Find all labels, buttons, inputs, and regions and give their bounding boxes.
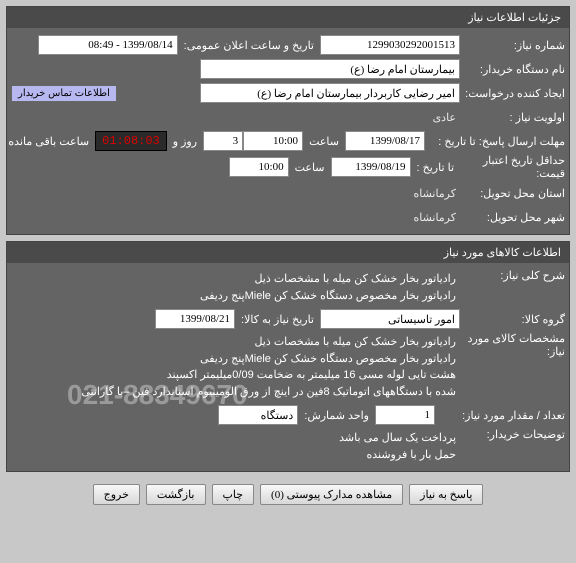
need-date-input[interactable] (155, 309, 235, 329)
city-label: شهر محل تحویل: (460, 211, 565, 224)
validity-time-input[interactable] (229, 157, 289, 177)
row-desc: شرح کلی نیاز: رادیاتور بخار خشک کن میله … (11, 269, 565, 306)
need-details-panel: جزئیات اطلاعات نیاز شماره نیاز: تاریخ و … (6, 6, 570, 235)
city-value: کرمانشاه (409, 209, 460, 226)
row-spec: مشخصات کالای مورد نیاز: رادیاتور بخار خش… (11, 332, 565, 402)
group-input[interactable] (320, 309, 460, 329)
row-deadline: مهلت ارسال پاسخ: تا تاریخ : ساعت روز و 0… (11, 130, 565, 152)
row-qty: تعداد / مقدار مورد نیاز: واحد شمارش: (11, 404, 565, 426)
exit-button[interactable]: خروج (93, 484, 140, 505)
attachments-button[interactable]: مشاهده مدارک پیوستی (0) (260, 484, 403, 505)
notes-label: توضیحات خریدار: (460, 428, 565, 441)
days-label: روز و (167, 135, 203, 148)
spec-line4: شده با دستگاههای اتوماتیک 8فین در اینچ ا… (81, 384, 456, 401)
need-number-label: شماره نیاز: (460, 39, 565, 52)
need-number-input[interactable] (320, 35, 460, 55)
countdown-timer: 01:08:03 (95, 131, 167, 151)
row-notes: توضیحات خریدار: پرداخت یک سال می باشد حم… (11, 428, 565, 465)
panel1-header: جزئیات اطلاعات نیاز (7, 7, 569, 28)
validity-sub: تا تاریخ : (411, 161, 460, 174)
deadline-label: مهلت ارسال پاسخ: تا تاریخ : (425, 135, 565, 148)
validity-label: حداقل تاریخ اعتبار قیمت: (460, 154, 565, 180)
desc-text: رادیاتور بخار خشک کن میله با مشخصات ذیل … (196, 269, 460, 306)
spec-label: مشخصات کالای مورد نیاز: (460, 332, 565, 358)
deadline-time-label: ساعت (303, 135, 345, 148)
row-priority: اولویت نیاز : عادی (11, 106, 565, 128)
unit-label: واحد شمارش: (298, 409, 375, 422)
panel2-header: اطلاعات کالاهای مورد نیاز (7, 242, 569, 263)
deadline-time-input[interactable] (243, 131, 303, 151)
notes-line1: پرداخت یک سال می باشد (339, 430, 456, 447)
announce-label: تاریخ و ساعت اعلان عمومی: (178, 39, 320, 52)
desc-label: شرح کلی نیاز: (460, 269, 565, 282)
spec-line2: رادیاتور بخار مخصوص دستگاه خشک کن Mieleپ… (81, 351, 456, 368)
validity-time-label: ساعت (289, 161, 331, 174)
row-creator: ایجاد کننده درخواست: اطلاعات تماس خریدار (11, 82, 565, 104)
spec-line3: هشت تایی لوله مسی 16 میلیمتر به ضخامت 0/… (81, 367, 456, 384)
deadline-date-input[interactable] (345, 131, 425, 151)
reply-button[interactable]: پاسخ به نیاز (409, 484, 483, 505)
row-org: نام دستگاه خریدار: (11, 58, 565, 80)
contact-link[interactable]: اطلاعات تماس خریدار (11, 85, 117, 102)
spec-line1: رادیاتور بخار خشک کن میله با مشخصات ذیل (81, 334, 456, 351)
days-remaining-input[interactable] (203, 131, 243, 151)
goods-panel: اطلاعات کالاهای مورد نیاز شرح کلی نیاز: … (6, 241, 570, 472)
row-city: شهر محل تحویل: کرمانشاه (11, 206, 565, 228)
back-button[interactable]: بازگشت (146, 484, 206, 505)
spec-text: رادیاتور بخار خشک کن میله با مشخصات ذیل … (77, 332, 460, 402)
panel1-body: شماره نیاز: تاریخ و ساعت اعلان عمومی: نا… (7, 28, 569, 234)
group-label: گروه کالا: (460, 313, 565, 326)
org-label: نام دستگاه خریدار: (460, 63, 565, 76)
row-validity: حداقل تاریخ اعتبار قیمت: تا تاریخ : ساعت (11, 154, 565, 180)
unit-input[interactable] (218, 405, 298, 425)
notes-line2: حمل بار با فروشنده (339, 447, 456, 464)
row-province: استان محل تحویل: کرمانشاه (11, 182, 565, 204)
creator-input[interactable] (200, 83, 460, 103)
notes-text: پرداخت یک سال می باشد حمل بار با فروشنده (335, 428, 460, 465)
timer-label: ساعت باقی مانده (2, 135, 95, 148)
priority-value: عادی (429, 109, 460, 126)
qty-input[interactable] (375, 405, 435, 425)
province-label: استان محل تحویل: (460, 187, 565, 200)
creator-label: ایجاد کننده درخواست: (460, 87, 565, 100)
org-input[interactable] (200, 59, 460, 79)
announce-input[interactable] (38, 35, 178, 55)
print-button[interactable]: چاپ (212, 484, 255, 505)
row-group: گروه کالا: تاریخ نیاز به کالا: (11, 308, 565, 330)
desc-line2: رادیاتور بخار مخصوص دستگاه خشک کن Mieleپ… (200, 288, 456, 305)
desc-line1: رادیاتور بخار خشک کن میله با مشخصات ذیل (200, 271, 456, 288)
priority-label: اولویت نیاز : (460, 111, 565, 124)
validity-date-input[interactable] (331, 157, 411, 177)
row-need-number: شماره نیاز: تاریخ و ساعت اعلان عمومی: (11, 34, 565, 56)
button-bar: پاسخ به نیاز مشاهده مدارک پیوستی (0) چاپ… (0, 478, 576, 511)
need-date-label: تاریخ نیاز به کالا: (235, 313, 320, 326)
province-value: کرمانشاه (409, 185, 460, 202)
qty-label: تعداد / مقدار مورد نیاز: (435, 409, 565, 422)
panel2-body: شرح کلی نیاز: رادیاتور بخار خشک کن میله … (7, 263, 569, 471)
